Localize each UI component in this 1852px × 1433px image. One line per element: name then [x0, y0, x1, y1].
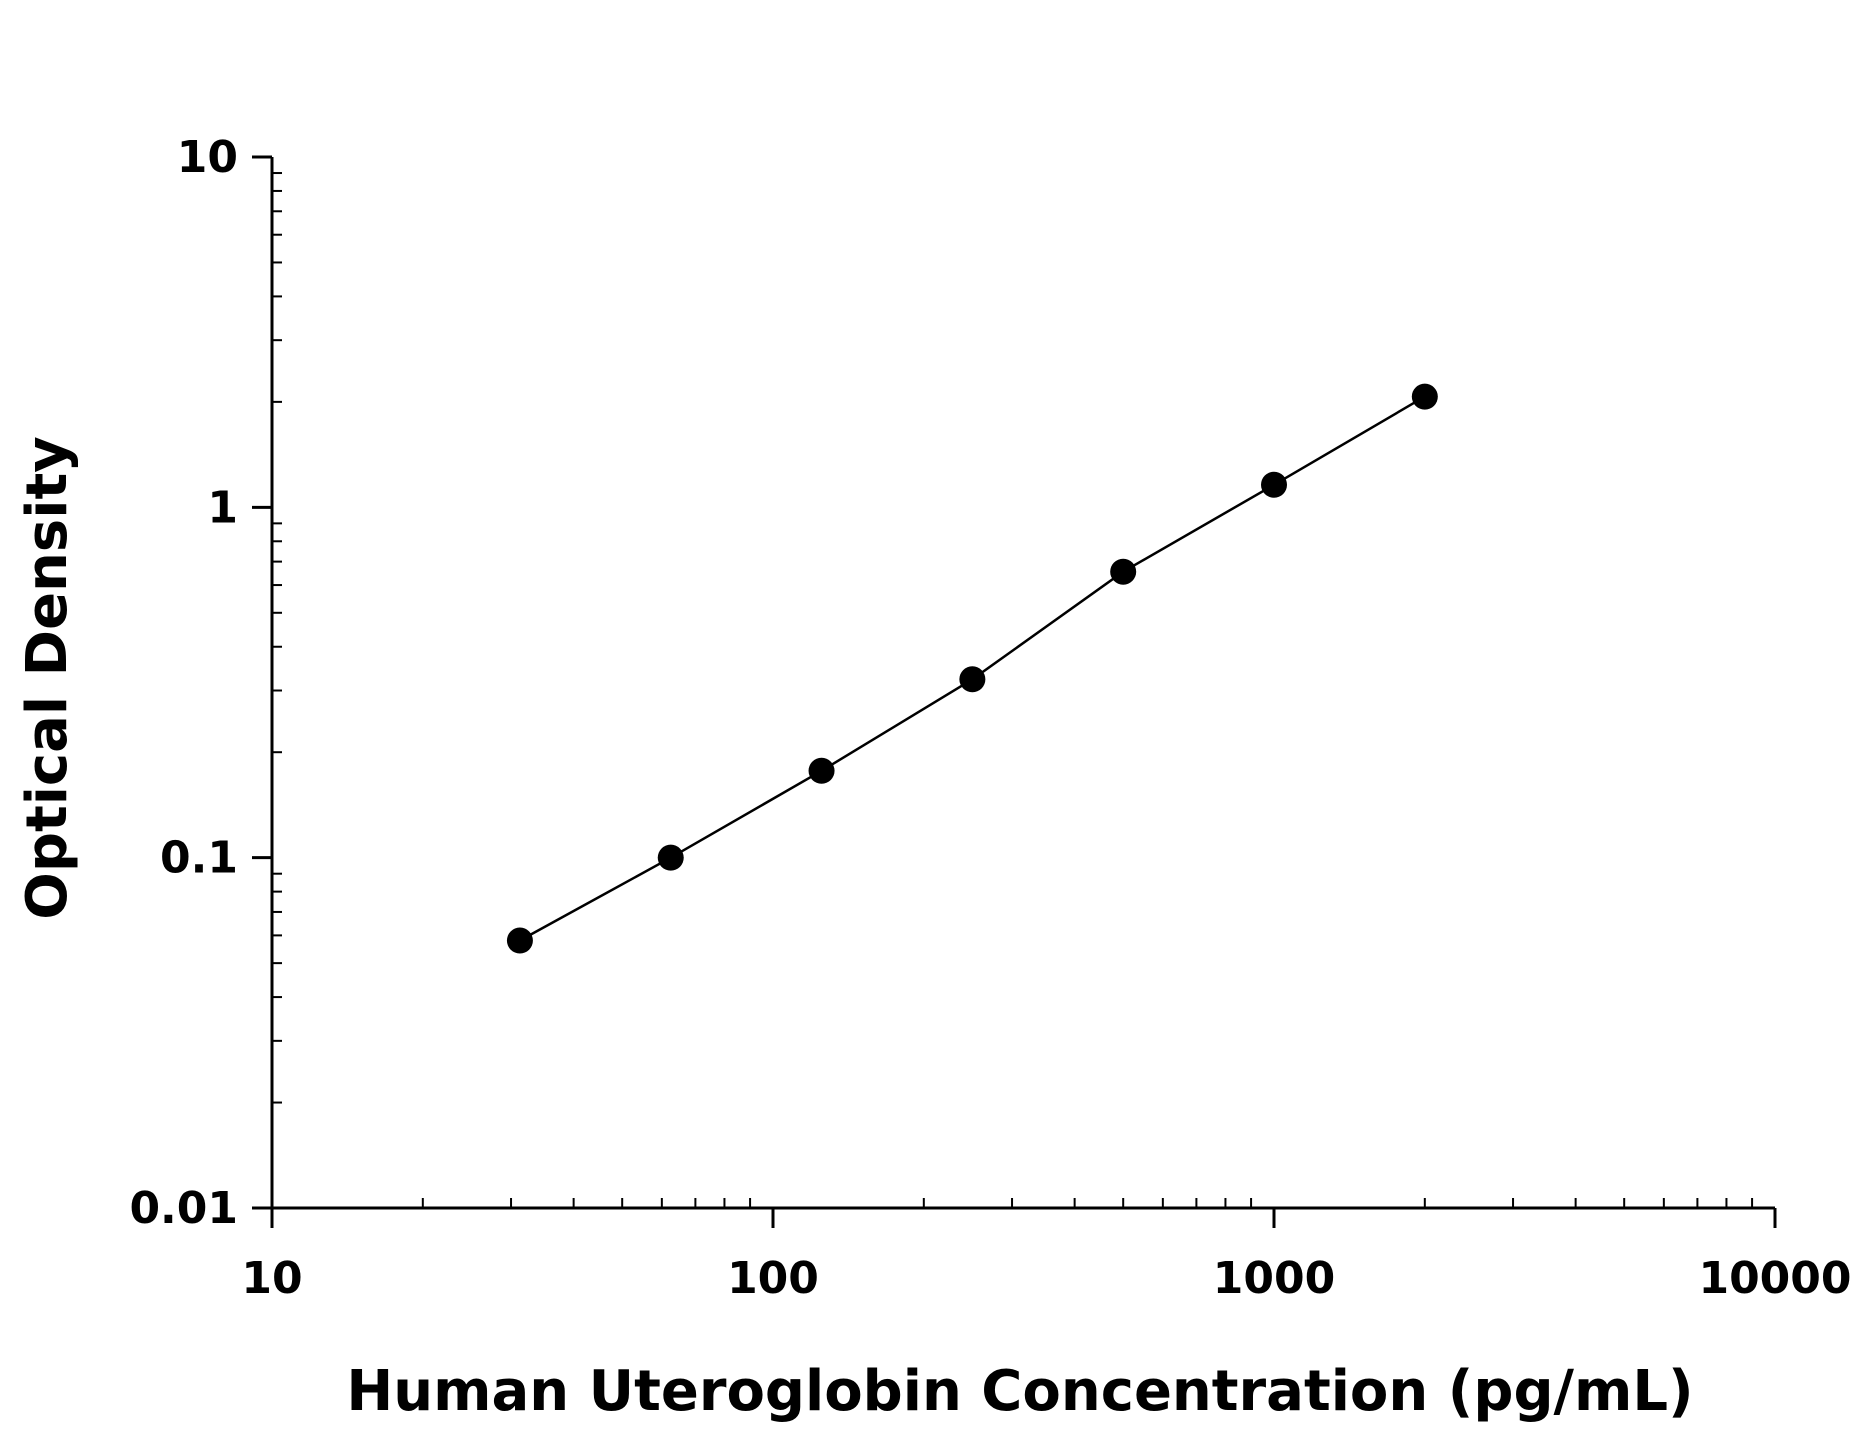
x-tick-label: 10000: [1698, 1253, 1851, 1304]
y-tick-label: 0.1: [160, 833, 238, 884]
axes: 0.01 0.1 1 10 10 100 1000 10000: [129, 132, 1851, 1304]
x-tick-label: 100: [727, 1253, 819, 1304]
data-point: [1261, 471, 1287, 498]
data-point: [506, 927, 533, 954]
y-tick-label: 0.01: [129, 1183, 238, 1234]
plot-area: [506, 383, 1438, 954]
x-axis-title: Human Uteroglobin Concentration (pg/mL): [346, 1359, 1693, 1424]
data-point: [808, 757, 835, 784]
data-point: [959, 666, 986, 693]
y-tick-label: 1: [207, 482, 238, 533]
data-point: [657, 844, 684, 871]
x-tick-label: 10: [241, 1253, 302, 1304]
y-tick-label: 10: [177, 132, 238, 183]
y-axis-title: Optical Density: [15, 436, 80, 919]
data-point: [1110, 558, 1137, 585]
data-point: [1411, 383, 1438, 410]
x-tick-label: 1000: [1213, 1253, 1335, 1304]
